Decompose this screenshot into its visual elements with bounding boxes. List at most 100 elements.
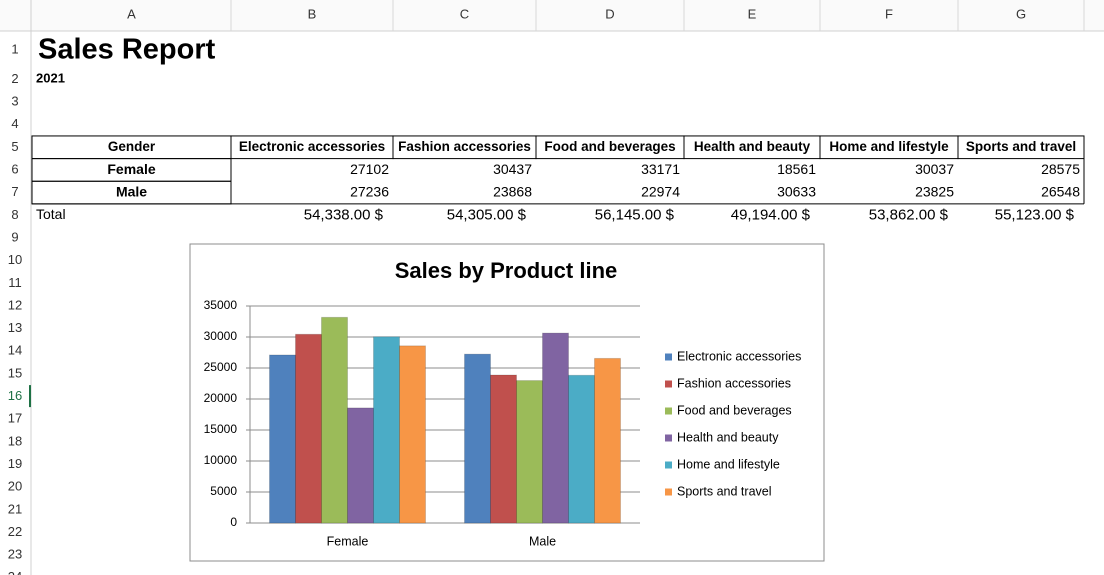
total-value: 54,338.00 $ xyxy=(304,206,384,223)
table-header: Sports and travel xyxy=(966,139,1076,154)
row-header: 13 xyxy=(8,320,22,335)
row-header: 10 xyxy=(8,252,22,267)
bar xyxy=(347,407,374,524)
row-header: 24 xyxy=(8,569,22,575)
row-header: 20 xyxy=(8,479,22,494)
total-value: 55,123.00 $ xyxy=(995,206,1075,223)
table-header: Fashion accessories xyxy=(398,139,531,154)
row-header: 8 xyxy=(11,207,18,222)
table-header: Food and beverages xyxy=(544,139,675,154)
legend-label: Electronic accessories xyxy=(677,349,801,363)
selected-row-marker xyxy=(29,385,31,408)
column-header: G xyxy=(1016,6,1026,21)
bar xyxy=(373,336,400,524)
table-value: 27102 xyxy=(350,161,389,177)
table-header: Health and beauty xyxy=(694,139,811,154)
column-header-bar xyxy=(0,0,1104,31)
column-header: F xyxy=(885,6,893,21)
y-tick-label: 30000 xyxy=(204,329,238,343)
row-header: 19 xyxy=(8,456,22,471)
bar xyxy=(594,357,621,524)
table-value: 28575 xyxy=(1041,161,1080,177)
report-year: 2021 xyxy=(36,70,65,85)
legend-label: Health and beauty xyxy=(677,430,779,444)
table-value: 23868 xyxy=(493,183,532,199)
report-title: Sales Report xyxy=(38,34,216,66)
table-value: 33171 xyxy=(641,161,680,177)
table-header: Gender xyxy=(108,139,156,154)
row-header: 2 xyxy=(11,71,18,86)
bar xyxy=(542,332,569,524)
table-value: 18561 xyxy=(777,161,816,177)
bar xyxy=(490,374,517,524)
legend-label: Fashion accessories xyxy=(677,376,791,390)
header-cell xyxy=(957,135,1085,160)
chart-title: Sales by Product line xyxy=(395,258,618,283)
row-header: 4 xyxy=(11,116,18,131)
row-header: 6 xyxy=(11,162,18,177)
column-header: C xyxy=(460,6,469,21)
table-value: 27236 xyxy=(350,183,389,199)
row-header: 18 xyxy=(8,433,22,448)
total-value: 53,862.00 $ xyxy=(869,206,949,223)
row-header: 5 xyxy=(11,139,18,154)
legend-swatch xyxy=(665,407,672,415)
total-value: 49,194.00 $ xyxy=(731,206,811,223)
y-tick-label: 35000 xyxy=(204,298,238,312)
column-header: B xyxy=(308,6,317,21)
table-value: 30437 xyxy=(493,161,532,177)
y-tick-label: 20000 xyxy=(204,391,238,405)
legend-swatch xyxy=(665,434,672,442)
bar xyxy=(269,354,296,524)
table-value: 23825 xyxy=(915,183,954,199)
row-header: 7 xyxy=(11,184,18,199)
row-header: 21 xyxy=(8,501,22,516)
y-tick-label: 5000 xyxy=(210,484,237,498)
table-value: 30037 xyxy=(915,161,954,177)
column-header: D xyxy=(605,6,614,21)
row-header: 15 xyxy=(8,365,22,380)
legend-swatch xyxy=(665,353,672,361)
row-header: 17 xyxy=(8,411,22,426)
column-header: E xyxy=(748,6,757,21)
row-header: 3 xyxy=(11,94,18,109)
table-value: 22974 xyxy=(641,183,680,199)
total-value: 56,145.00 $ xyxy=(595,206,675,223)
row-header: 9 xyxy=(11,229,18,244)
table-value: 30633 xyxy=(777,183,816,199)
legend-swatch xyxy=(665,488,672,496)
row-header: 1 xyxy=(11,41,18,56)
row-header: 14 xyxy=(8,343,22,358)
table-header: Electronic accessories xyxy=(239,139,385,154)
y-tick-label: 0 xyxy=(230,515,237,529)
bar xyxy=(321,316,348,524)
row-header: 22 xyxy=(8,524,22,539)
legend-label: Food and beverages xyxy=(677,403,792,417)
row-header: 12 xyxy=(8,297,22,312)
legend-label: Sports and travel xyxy=(677,484,772,498)
row-label: Female xyxy=(107,161,155,177)
legend-label: Home and lifestyle xyxy=(677,457,780,471)
bar xyxy=(516,380,543,524)
y-tick-label: 25000 xyxy=(204,360,238,374)
total-label: Total xyxy=(36,206,66,222)
row-header: 11 xyxy=(8,275,22,290)
total-value: 54,305.00 $ xyxy=(447,206,527,223)
row-header: 23 xyxy=(8,547,22,562)
row-header: 16 xyxy=(8,388,22,403)
bar xyxy=(464,353,491,524)
x-tick-label: Male xyxy=(529,534,556,548)
y-tick-label: 10000 xyxy=(204,453,238,467)
bar xyxy=(399,345,426,524)
table-value: 26548 xyxy=(1041,183,1080,199)
legend-swatch xyxy=(665,461,672,469)
row-label: Male xyxy=(116,183,147,199)
bar xyxy=(568,374,595,524)
bar xyxy=(295,333,322,524)
legend-swatch xyxy=(665,380,672,388)
column-header: A xyxy=(127,6,136,21)
table-header: Home and lifestyle xyxy=(829,139,949,154)
x-tick-label: Female xyxy=(327,534,369,548)
